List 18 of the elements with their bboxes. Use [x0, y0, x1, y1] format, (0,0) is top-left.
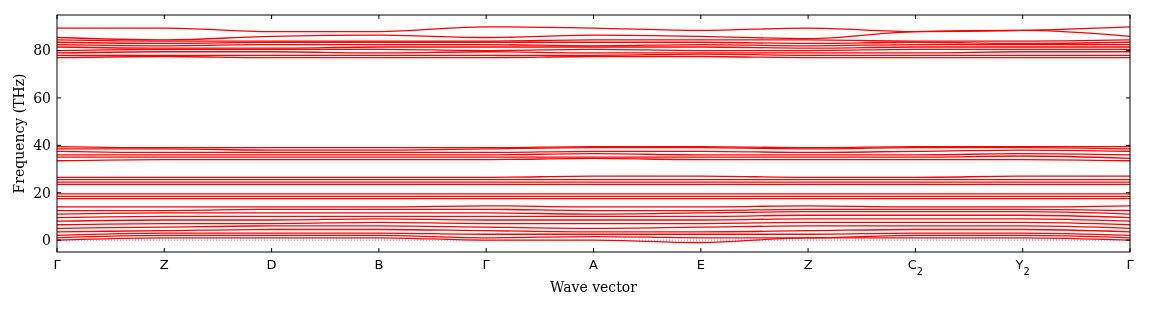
y-tick-label: 60	[33, 89, 51, 106]
x-tick-label: Y$_{2}$	[1014, 257, 1030, 277]
x-tick-label: Γ	[1126, 257, 1135, 272]
x-tick-label: Γ	[53, 257, 62, 272]
x-tick-label: Γ	[482, 257, 491, 272]
x-tick-label: D	[266, 257, 277, 272]
y-tick-label: 0	[42, 232, 51, 249]
x-tick-label: A	[589, 257, 599, 272]
y-tick-label: 20	[33, 184, 51, 201]
x-tick-label: E	[696, 257, 705, 272]
x-tick-label: Z	[803, 257, 813, 272]
x-tick-label: C$_{2}$	[907, 257, 924, 277]
x-axis-title: Wave vector	[550, 279, 638, 295]
y-tick-label: 40	[33, 137, 51, 154]
y-tick-label: 80	[33, 42, 51, 59]
y-axis-title: Frequency (THz)	[11, 73, 27, 194]
x-tick-label: Z	[159, 257, 169, 272]
x-tick-label: B	[374, 257, 384, 272]
